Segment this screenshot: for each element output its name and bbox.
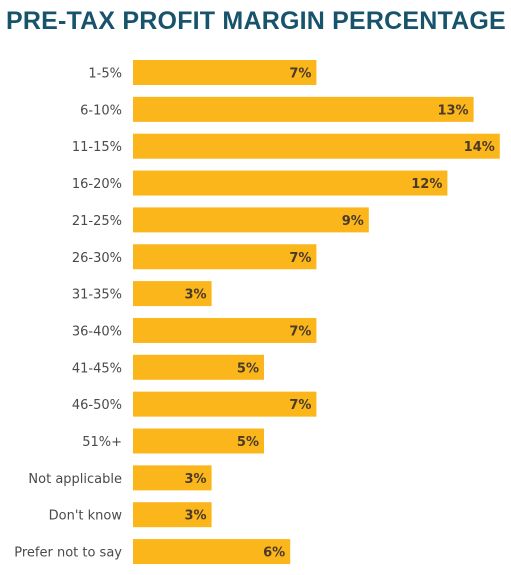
category-label: 21-25% [72, 214, 122, 229]
bar [133, 281, 212, 307]
value-label: 7% [289, 324, 311, 339]
value-label: 14% [464, 140, 495, 155]
category-label: 1-5% [88, 67, 122, 82]
bar [133, 539, 291, 565]
value-label: 5% [237, 361, 259, 376]
value-label: 7% [289, 251, 311, 266]
bar [133, 465, 212, 491]
bar [133, 354, 264, 380]
bars-group: 1-5% 7% 6-10% 13% 11-15% 14% 16-20% 12% 21-25% 9%… [14, 60, 500, 565]
bar [133, 60, 317, 85]
value-label: 5% [237, 435, 259, 450]
bar [133, 428, 264, 454]
value-label: 12% [411, 177, 442, 192]
bar [133, 133, 500, 159]
value-label: 6% [263, 546, 285, 561]
value-label: 9% [342, 214, 364, 229]
value-label: 3% [185, 288, 207, 303]
category-label: 51%+ [82, 435, 122, 450]
category-label: Don't know [49, 509, 123, 524]
category-label: 41-45% [72, 361, 122, 376]
value-label: 7% [289, 67, 311, 82]
category-label: Not applicable [28, 472, 122, 487]
category-label: 6-10% [80, 103, 122, 118]
bar [133, 96, 474, 122]
value-label: 13% [437, 103, 468, 118]
value-label: 7% [289, 398, 311, 413]
category-label: 31-35% [72, 288, 122, 303]
category-label: 46-50% [72, 398, 122, 413]
bar [133, 502, 212, 528]
category-label: 11-15% [72, 140, 122, 155]
category-label: 36-40% [72, 324, 122, 339]
category-label: 26-30% [72, 251, 122, 266]
bar [133, 317, 317, 343]
bar [133, 207, 369, 233]
bar [133, 170, 448, 196]
value-label: 3% [185, 472, 207, 487]
value-label: 3% [185, 509, 207, 524]
category-label: Prefer not to say [14, 546, 122, 561]
category-label: 16-20% [72, 177, 122, 192]
chart-title: PRE-TAX PROFIT MARGIN PERCENTAGE [6, 7, 506, 35]
bar [133, 391, 317, 417]
bar [133, 244, 317, 270]
